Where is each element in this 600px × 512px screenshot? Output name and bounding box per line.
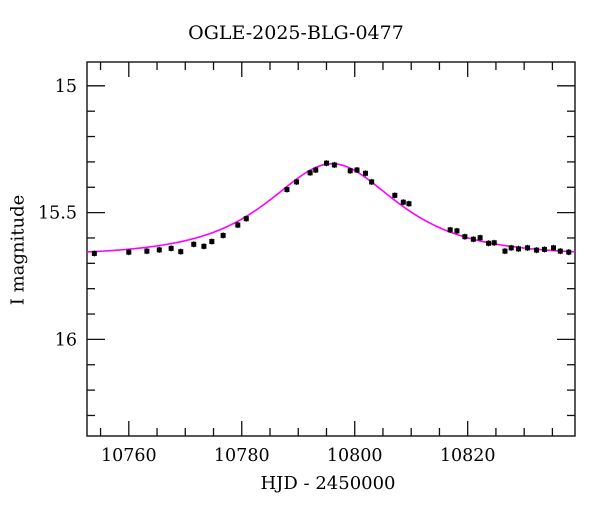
- data-point: [307, 170, 313, 176]
- plot-frame: [86, 61, 576, 437]
- data-point: [406, 201, 412, 207]
- data-point: [557, 248, 563, 254]
- data-point: [462, 234, 468, 240]
- data-point: [542, 246, 547, 252]
- data-point: [491, 240, 497, 246]
- data-point: [392, 192, 398, 198]
- x-tick-label: 10780: [214, 446, 270, 466]
- data-point: [91, 250, 97, 256]
- data-point: [209, 239, 215, 245]
- data-point: [470, 236, 476, 242]
- x-tick-label: 10820: [440, 446, 496, 466]
- data-point: [369, 179, 375, 185]
- data-point: [243, 216, 249, 222]
- data-point: [534, 247, 540, 253]
- data-point: [362, 170, 368, 176]
- data-point: [331, 162, 337, 168]
- data-point: [525, 245, 531, 251]
- data-point: [400, 199, 406, 205]
- data-point: [168, 245, 174, 251]
- y-tick-label: 16: [55, 330, 77, 350]
- x-axis-label: HJD - 2450000: [260, 473, 396, 494]
- data-point: [284, 187, 290, 193]
- data-point: [323, 160, 329, 166]
- data-point: [354, 167, 360, 173]
- data-point: [156, 247, 162, 253]
- x-tick-label: 10760: [101, 446, 157, 466]
- data-point: [235, 222, 241, 228]
- y-tick-label: 15: [55, 77, 77, 97]
- data-point: [566, 249, 572, 255]
- data-point: [477, 235, 483, 241]
- data-point: [347, 168, 353, 174]
- data-point: [220, 232, 226, 238]
- data-point: [313, 167, 319, 173]
- data-point: [126, 249, 132, 255]
- chart-title: OGLE-2025-BLG-0477: [188, 22, 404, 44]
- data-point: [201, 243, 207, 249]
- data-point: [516, 246, 522, 252]
- y-axis-label: I magnitude: [7, 194, 29, 306]
- y-tick-label: 15.5: [38, 204, 77, 224]
- data-point: [178, 249, 184, 255]
- data-point: [486, 240, 492, 246]
- data-point: [191, 241, 197, 247]
- x-tick-label: 10800: [327, 446, 383, 466]
- data-point: [294, 179, 300, 185]
- data-point: [144, 248, 150, 254]
- data-point: [502, 248, 508, 254]
- model-curve: [86, 162, 576, 253]
- data-point: [454, 228, 460, 234]
- data-point: [447, 227, 453, 233]
- data-point: [551, 245, 557, 251]
- data-point: [508, 245, 514, 251]
